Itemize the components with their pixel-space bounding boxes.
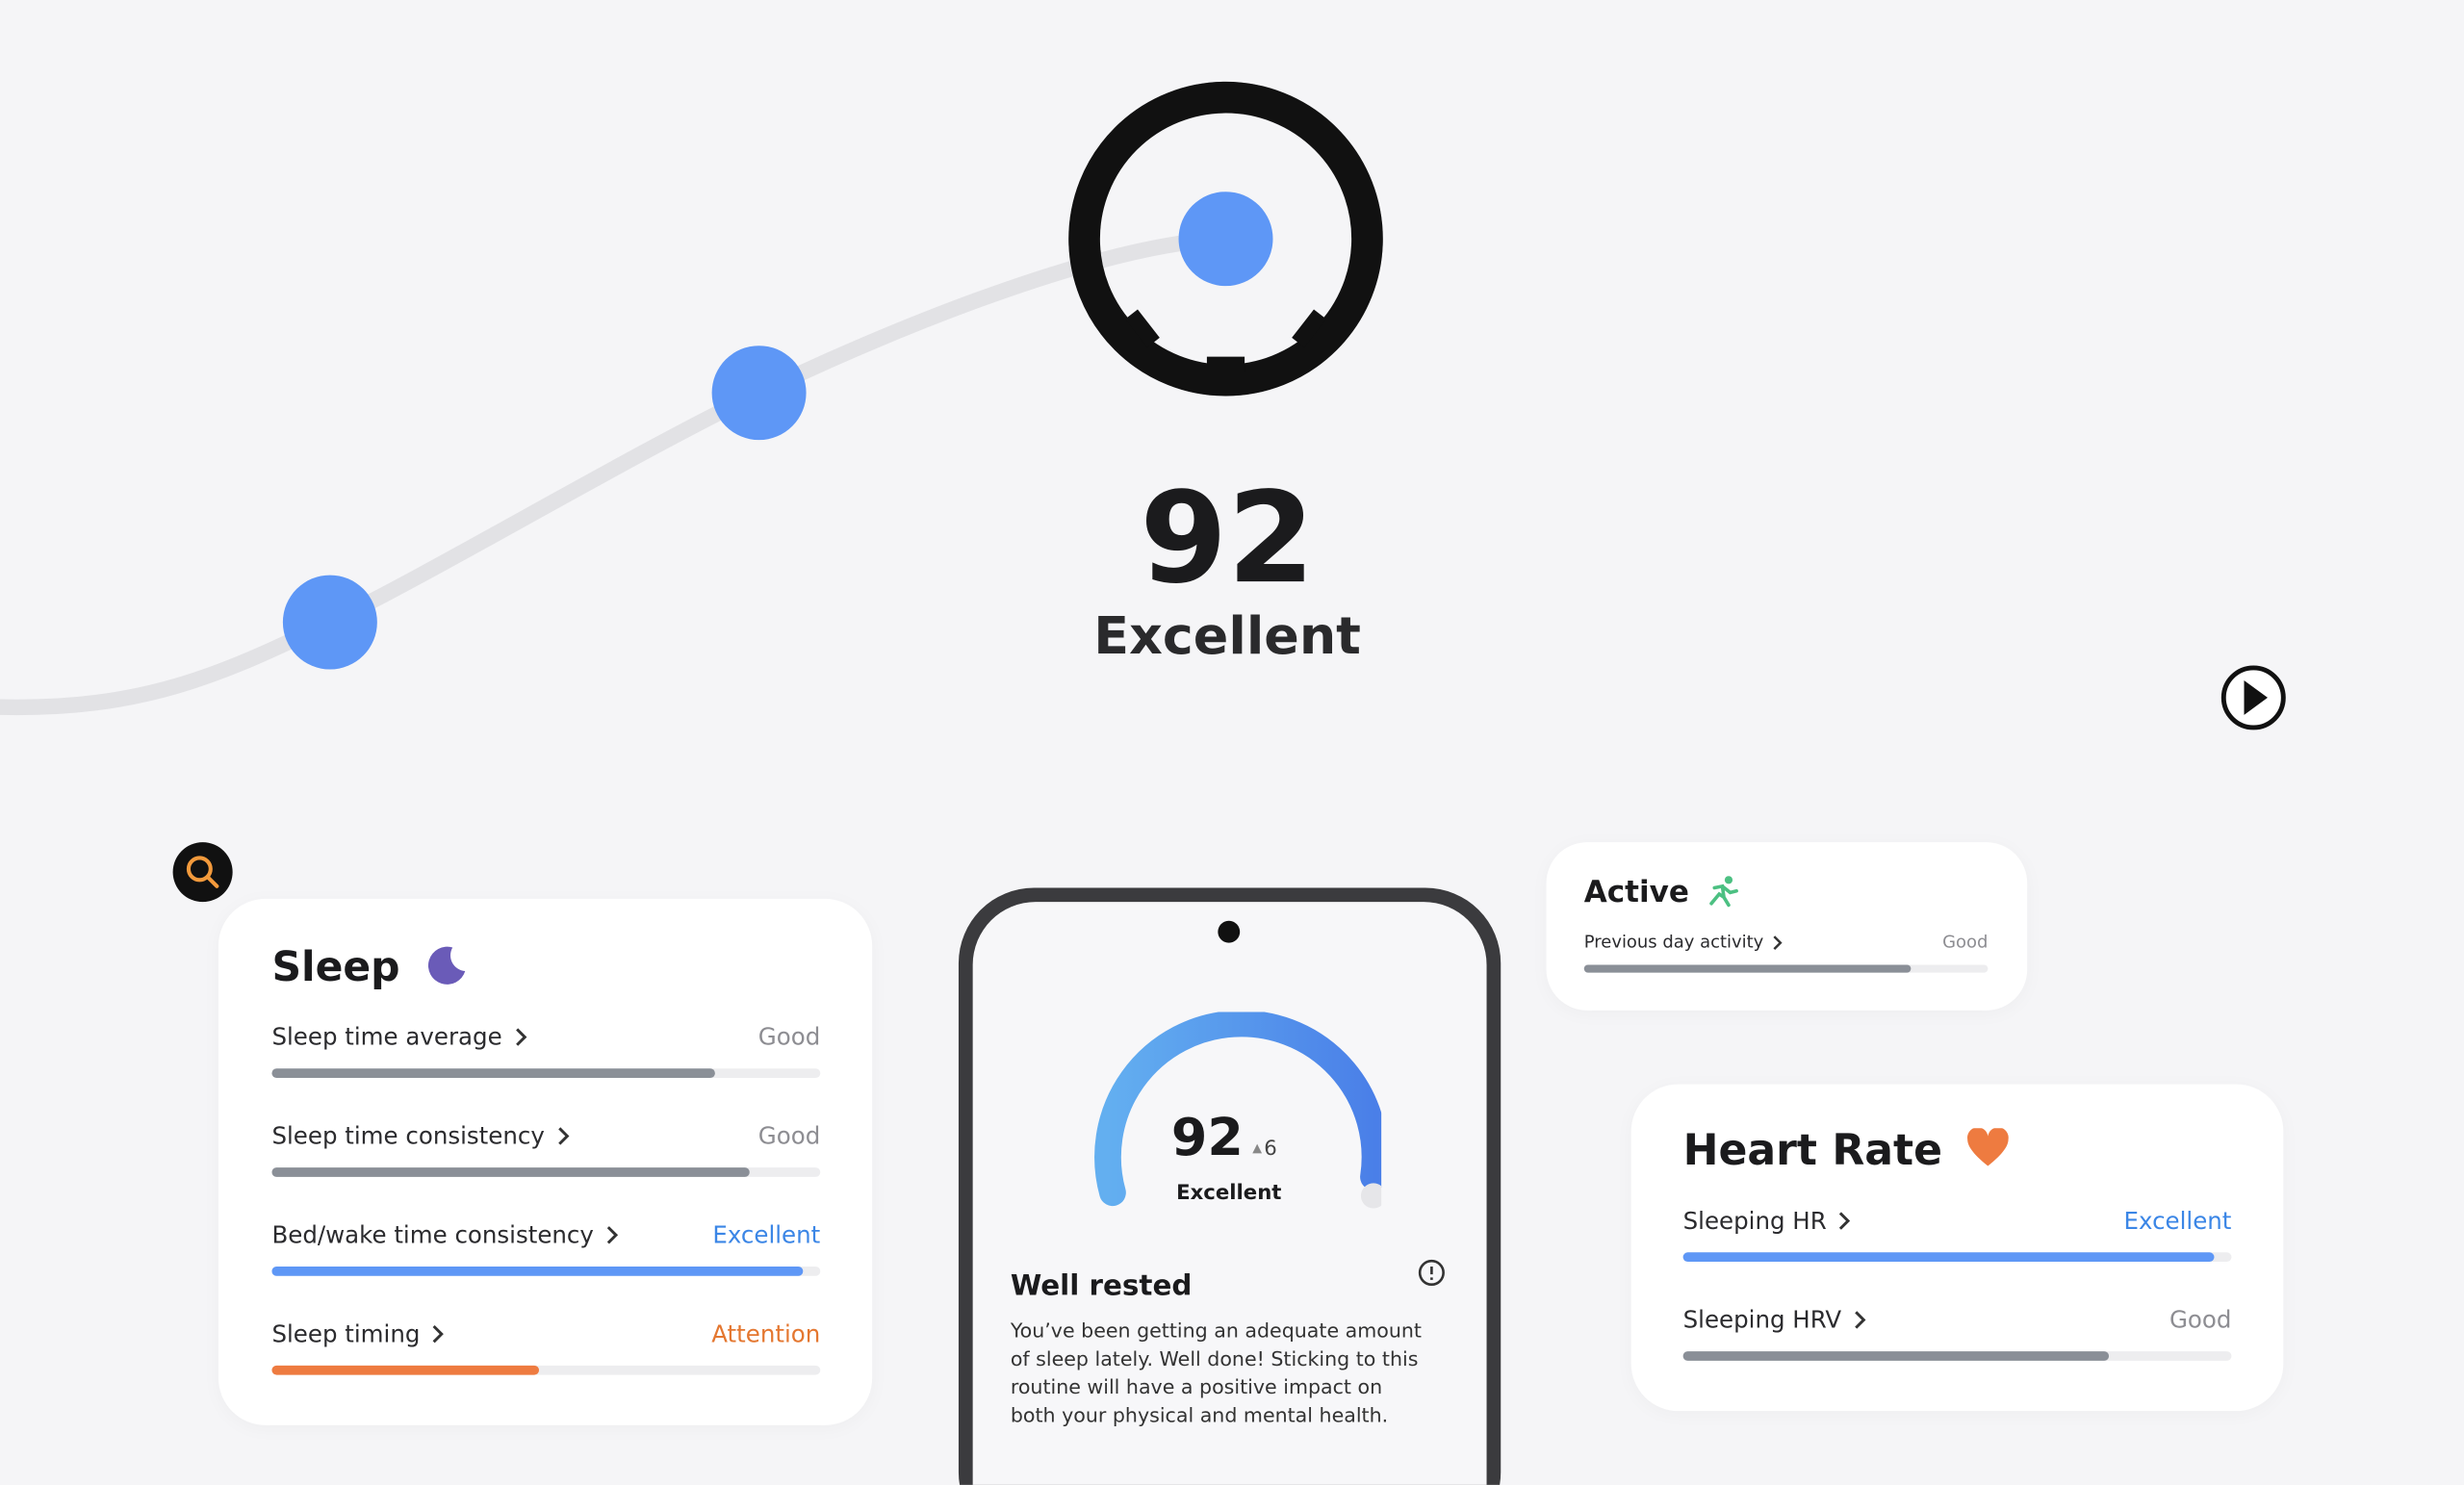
metric-label: Sleeping HRV bbox=[1683, 1306, 1867, 1334]
progress-track bbox=[1583, 964, 1989, 973]
metric-label: Sleeping HR bbox=[1683, 1207, 1852, 1235]
hero-score: 92 bbox=[1140, 465, 1316, 612]
metric-status: Good bbox=[757, 1022, 821, 1052]
trend-line bbox=[0, 231, 1234, 716]
progress-track bbox=[1682, 1351, 2232, 1361]
phone-screen: 92 6 Excellent Well rested You’ve been g… bbox=[972, 902, 1487, 1485]
insight-body: You’ve been getting an adequate amount o… bbox=[1010, 1318, 1422, 1427]
ring bbox=[1068, 81, 1383, 397]
search-button[interactable] bbox=[169, 839, 236, 906]
title-text: Sleep bbox=[271, 944, 400, 992]
progress-track bbox=[271, 1068, 821, 1079]
score-gauge bbox=[1094, 1011, 1382, 1209]
metric-label: Previous day activity bbox=[1584, 932, 1784, 952]
label-text: Sleep time average bbox=[271, 1022, 502, 1052]
card-title: Sleep bbox=[271, 943, 467, 992]
chevron bbox=[606, 1226, 618, 1244]
score-change: 6 bbox=[1264, 1138, 1277, 1162]
label-text: Sleeping HR bbox=[1682, 1206, 1827, 1236]
metric-status: Good bbox=[2169, 1305, 2232, 1335]
score-trend bbox=[0, 81, 1383, 716]
progress-track bbox=[1682, 1252, 2232, 1263]
metric-row[interactable]: Sleeping HR Excellent bbox=[1682, 1206, 2232, 1269]
metric-row[interactable]: Bed/wake time consistency Excellent bbox=[271, 1220, 821, 1284]
metric-label: Sleep time average bbox=[271, 1023, 526, 1051]
card-title: Active bbox=[1583, 874, 1740, 910]
progress-fill bbox=[271, 1167, 750, 1177]
metric-status: Good bbox=[1942, 932, 1989, 953]
chevron bbox=[1773, 935, 1784, 950]
label-text: Sleep timing bbox=[271, 1319, 421, 1348]
metric-status: Excellent bbox=[712, 1220, 821, 1249]
play-button[interactable] bbox=[2219, 663, 2288, 732]
label-text: Bed/wake time consistency bbox=[271, 1220, 594, 1249]
chevron bbox=[1854, 1311, 1866, 1329]
metric-row[interactable]: Previous day activity Good bbox=[1583, 932, 1989, 979]
ring-sensor bbox=[1125, 309, 1326, 372]
phone-frame: 92 6 Excellent Well rested You’ve been g… bbox=[958, 887, 1502, 1485]
progress-fill bbox=[271, 1068, 715, 1079]
active-card: Active Previous day activity Good bbox=[1546, 842, 2028, 1011]
metric-label: Bed/wake time consistency bbox=[271, 1221, 619, 1249]
phone-rating: Excellent bbox=[1176, 1181, 1282, 1206]
gauge-value: 92 6 bbox=[1130, 1106, 1319, 1167]
hero-rating: Excellent bbox=[1093, 604, 1361, 667]
metric-row[interactable]: Sleep timing Attention bbox=[271, 1319, 821, 1382]
metric-status: Good bbox=[757, 1121, 821, 1151]
progress-fill bbox=[1583, 964, 1912, 973]
metric-status: Attention bbox=[711, 1319, 821, 1348]
card-title: Heart Rate bbox=[1682, 1126, 2011, 1176]
camera bbox=[1218, 920, 1241, 943]
chevron bbox=[1839, 1212, 1851, 1230]
chevron bbox=[515, 1028, 526, 1046]
label-text: Sleep time consistency bbox=[271, 1121, 545, 1151]
progress-fill bbox=[1682, 1252, 2215, 1263]
metric-row[interactable]: Sleep time average Good bbox=[271, 1022, 821, 1086]
metric-row[interactable]: Sleep time consistency Good bbox=[271, 1121, 821, 1185]
metric-row[interactable]: Sleeping HRV Good bbox=[1682, 1305, 2232, 1369]
chevron bbox=[433, 1324, 445, 1344]
title-text: Heart Rate bbox=[1682, 1126, 1942, 1176]
chevron bbox=[557, 1127, 569, 1145]
moon-icon bbox=[427, 946, 465, 985]
progress-track bbox=[271, 1266, 821, 1276]
trend-dot bbox=[1178, 192, 1273, 287]
info-icon[interactable] bbox=[1416, 1257, 1448, 1289]
progress-fill bbox=[1682, 1351, 2110, 1361]
trend-dot bbox=[711, 346, 807, 441]
title-text: Active bbox=[1583, 875, 1689, 910]
progress-fill bbox=[271, 1266, 804, 1276]
phone-score: 92 bbox=[1170, 1106, 1244, 1168]
label-text: Previous day activity bbox=[1583, 932, 1764, 953]
heart-icon bbox=[1967, 1127, 2010, 1166]
insight-heading: Well rested bbox=[1010, 1269, 1193, 1303]
heart-rate-card: Heart Rate Sleeping HR Excellent Sleepin… bbox=[1630, 1084, 2284, 1412]
label-text: Sleeping HRV bbox=[1682, 1305, 1842, 1335]
metric-label: Sleep time consistency bbox=[271, 1122, 569, 1150]
metric-label: Sleep timing bbox=[271, 1319, 445, 1348]
run-icon bbox=[1709, 876, 1739, 908]
sleep-card: Sleep Sleep time average Good Sleep time… bbox=[218, 898, 873, 1425]
metric-status: Excellent bbox=[2123, 1206, 2232, 1236]
trend-dot bbox=[282, 575, 377, 670]
progress-track bbox=[271, 1167, 821, 1177]
up-arrow bbox=[1252, 1143, 1263, 1154]
progress-track bbox=[271, 1365, 821, 1375]
progress-fill bbox=[271, 1365, 539, 1375]
